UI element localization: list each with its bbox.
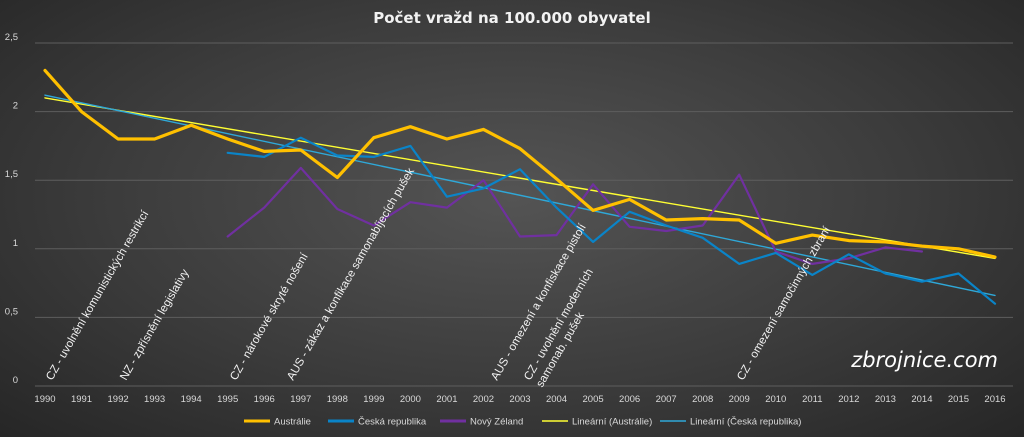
annotation-text: NZ - zpřísnění legislativy	[118, 267, 191, 382]
series	[43, 68, 997, 305]
legend-label: Česká republika	[358, 417, 427, 428]
watermark-text: zbrojnice.com	[850, 348, 998, 372]
x-tick-label: 2007	[656, 394, 677, 405]
x-tick-label: 2003	[509, 394, 530, 405]
y-tick-label: 0,5	[5, 306, 18, 317]
x-tick-label: 2015	[948, 394, 969, 405]
x-tick-label: 1992	[108, 394, 129, 405]
series-line-novy-zeland	[226, 166, 923, 265]
y-tick-label: 1	[13, 238, 18, 249]
x-tick-label: 2002	[473, 394, 494, 405]
y-tick-label: 0	[13, 375, 18, 386]
legend-label: Nový Zéland	[470, 417, 523, 428]
x-tick-label: 1996	[254, 394, 275, 405]
x-tick-label: 1993	[144, 394, 165, 405]
x-tick-label: 2011	[802, 394, 822, 405]
annotations: CZ - uvolnění komunistických restrikcíNZ…	[44, 166, 833, 390]
x-tick-label: 2010	[765, 394, 786, 405]
y-axis: 0 0,5 1 1,5 2 2,5	[5, 32, 18, 386]
legend-label: Lineární (Česká republika)	[690, 417, 801, 428]
gridlines	[35, 42, 1013, 387]
annotation: NZ - zpřísnění legislativy	[118, 267, 191, 382]
series-line-linearni-australie	[44, 97, 996, 260]
x-tick-label: 1991	[71, 394, 92, 405]
x-tick-label: 2005	[583, 394, 604, 405]
legend-label: Lineární (Austrálie)	[572, 417, 652, 428]
legend-label: Austrálie	[274, 417, 311, 428]
x-tick-label: 1994	[181, 394, 202, 405]
x-tick-label: 2008	[692, 394, 713, 405]
annotation-text: CZ - uvolnění moderních	[522, 267, 596, 383]
x-axis: 1990 1991 1992 1993 1994 1995 1996 1997 1998 1999…	[34, 394, 1005, 405]
x-tick-label: 2014	[911, 394, 932, 405]
annotation: AUS - zákaz a konfikace samonabíjecích p…	[285, 166, 417, 383]
chart-title: Počet vražd na 100.000 obyvatel	[373, 9, 651, 27]
annotation-text: AUS - zákaz a konfikace samonabíjecích p…	[285, 166, 417, 383]
x-tick-label: 2012	[838, 394, 859, 405]
series-line-australie	[43, 68, 997, 259]
x-tick-label: 1990	[34, 394, 55, 405]
x-tick-label: 1997	[290, 394, 311, 405]
x-tick-label: 2016	[984, 394, 1005, 405]
x-tick-label: 2009	[729, 394, 750, 405]
x-tick-label: 2001	[436, 394, 457, 405]
x-tick-label: 2006	[619, 394, 640, 405]
y-tick-label: 2,5	[5, 32, 18, 43]
x-tick-label: 1998	[327, 394, 348, 405]
y-tick-label: 2	[13, 101, 18, 112]
y-tick-label: 1,5	[5, 169, 18, 180]
x-tick-label: 2000	[400, 394, 421, 405]
x-tick-label: 1995	[217, 394, 238, 405]
legend: Austrálie Česká republika Nový Zéland Lineá…	[244, 417, 801, 428]
x-tick-label: 2004	[546, 394, 567, 405]
annotation-text: CZ - omezení samočinných zbraní	[735, 224, 833, 382]
annotation: CZ - omezení samočinných zbraní	[735, 224, 833, 382]
x-tick-label: 2013	[875, 394, 896, 405]
x-tick-label: 1999	[363, 394, 384, 405]
